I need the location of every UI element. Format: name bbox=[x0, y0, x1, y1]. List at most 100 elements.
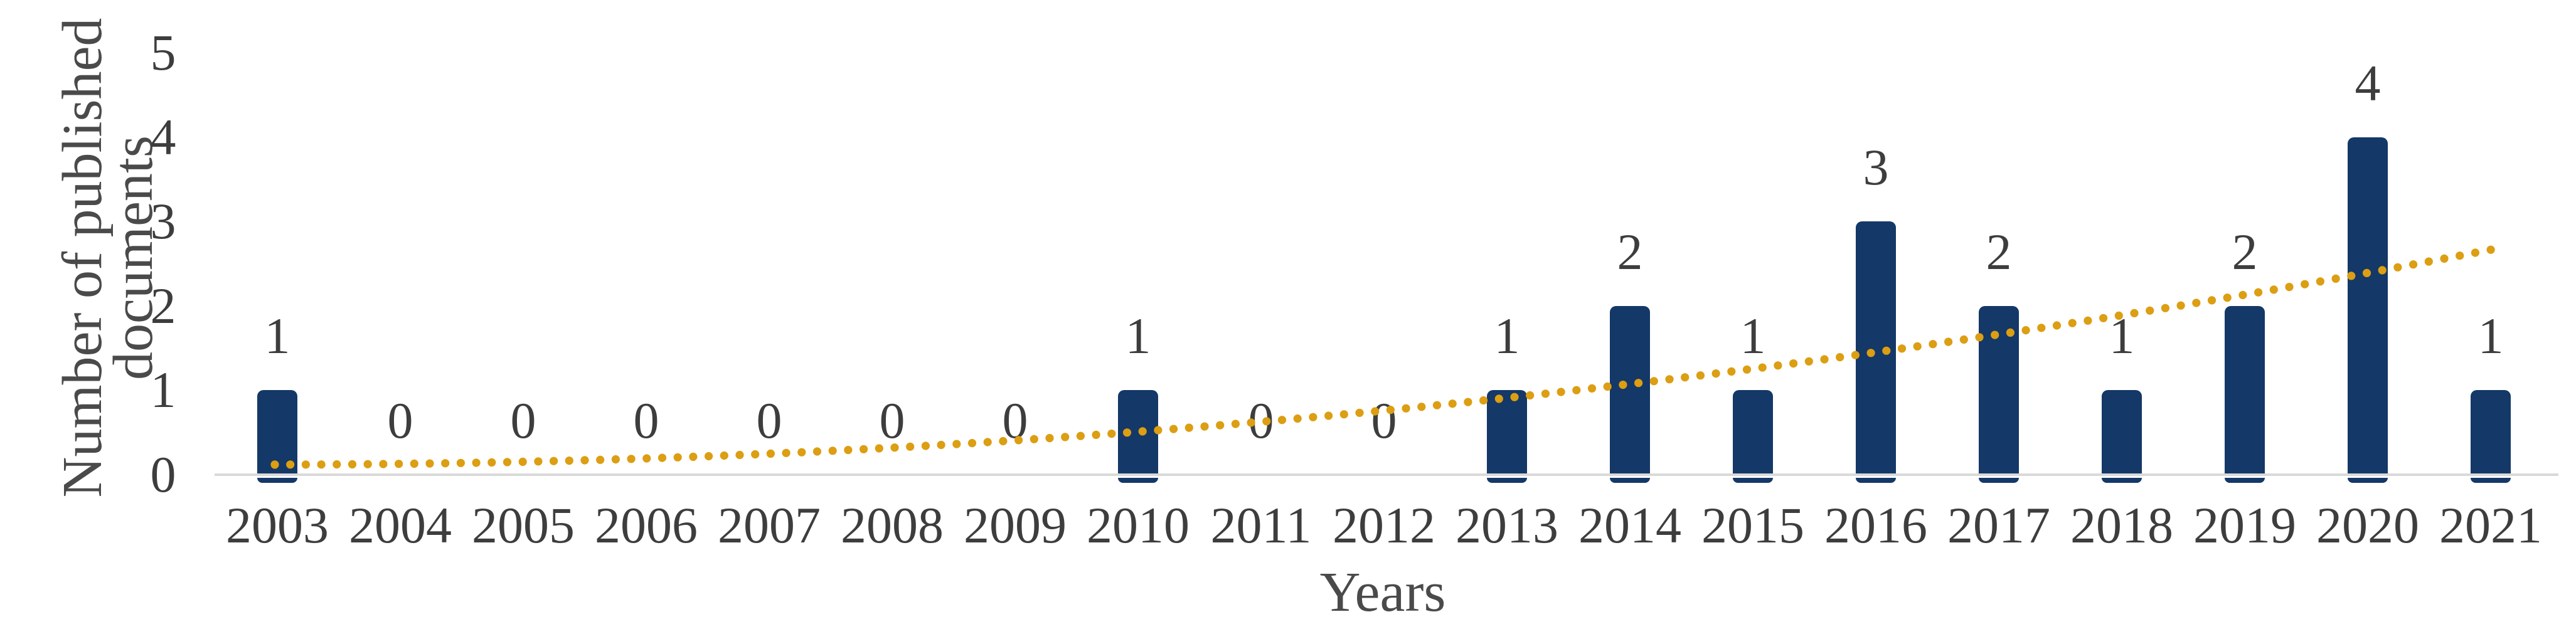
trendline-dot bbox=[286, 460, 295, 469]
trendline-dot bbox=[1339, 410, 1348, 419]
trendline-dot bbox=[1727, 367, 1736, 376]
bar-2014 bbox=[1610, 305, 1650, 473]
trendline-dot bbox=[2440, 254, 2449, 263]
x-tick-label-2009: 2009 bbox=[964, 497, 1067, 554]
trendline-dot bbox=[1277, 416, 1287, 425]
trendline-dot bbox=[1882, 346, 1891, 355]
trendline-dot bbox=[270, 460, 279, 469]
data-label-2015: 1 bbox=[1740, 307, 1766, 365]
bar-2003 bbox=[257, 390, 297, 473]
trendline-dot bbox=[1293, 414, 1302, 423]
trendline-dot bbox=[1107, 430, 1116, 438]
x-tick-label-2017: 2017 bbox=[1947, 497, 2050, 554]
trendline-dot bbox=[1557, 388, 1565, 396]
trendline-dot bbox=[410, 459, 418, 468]
trendline-dot bbox=[456, 458, 466, 467]
x-tick-label-2013: 2013 bbox=[1456, 497, 1558, 554]
trendline-dot bbox=[2362, 268, 2371, 277]
trendline-dot bbox=[1804, 357, 1813, 366]
trendline-dot bbox=[1184, 423, 1193, 432]
trendline-dot bbox=[2068, 319, 2077, 327]
trendline-dot bbox=[348, 460, 357, 469]
trendline-dot bbox=[1711, 369, 1720, 378]
data-label-2010: 1 bbox=[1125, 307, 1151, 365]
y-tick-label-3: 3 bbox=[150, 193, 176, 250]
data-label-2006: 0 bbox=[633, 392, 659, 449]
bar-2018 bbox=[2102, 390, 2142, 473]
trendline-dot bbox=[565, 457, 573, 465]
trendline-dot bbox=[2037, 324, 2046, 332]
trendline-dot bbox=[937, 440, 945, 450]
trendline-dot bbox=[1355, 408, 1364, 417]
trendline-dot bbox=[611, 455, 620, 464]
trendline-dot bbox=[1386, 406, 1395, 415]
trendline-dot bbox=[2471, 248, 2479, 257]
trendline-dot bbox=[1665, 375, 1674, 384]
trendline-dot bbox=[1014, 436, 1023, 445]
bar-2021 bbox=[2471, 390, 2511, 473]
trendline-dot bbox=[844, 446, 853, 455]
data-label-2007: 0 bbox=[756, 392, 782, 449]
trendline-dot bbox=[2393, 263, 2402, 272]
x-tick-label-2003: 2003 bbox=[226, 497, 329, 554]
bar-2015 bbox=[1733, 390, 1773, 473]
trendline-dot bbox=[1309, 413, 1317, 421]
bar-foot-2016 bbox=[1856, 478, 1896, 483]
trendline-dot bbox=[1247, 418, 1255, 427]
x-axis-title: Years bbox=[1319, 561, 1446, 623]
data-label-2004: 0 bbox=[387, 392, 413, 449]
x-tick-label-2014: 2014 bbox=[1578, 497, 1681, 554]
x-tick-label-2020: 2020 bbox=[2316, 497, 2419, 554]
bar-foot-2003 bbox=[257, 478, 297, 483]
trendline-dot bbox=[395, 460, 403, 468]
x-tick-label-2010: 2010 bbox=[1087, 497, 1190, 554]
trendline-dot bbox=[2114, 311, 2123, 320]
trendline-dot bbox=[627, 455, 636, 463]
trendline-dot bbox=[2130, 309, 2139, 317]
trendline-dot bbox=[983, 438, 992, 446]
trendline-dot bbox=[1929, 340, 1937, 349]
bar-2013 bbox=[1487, 390, 1527, 473]
trendline-dot bbox=[1944, 337, 1953, 346]
trendline-dot bbox=[1959, 335, 1968, 344]
x-tick-label-2012: 2012 bbox=[1333, 497, 1435, 554]
trendline-dot bbox=[1417, 403, 1426, 411]
trendline-dot bbox=[2254, 288, 2263, 297]
trendline-dot bbox=[1154, 426, 1163, 435]
trendline-dot bbox=[1774, 361, 1782, 370]
x-tick-label-2005: 2005 bbox=[472, 497, 575, 554]
bar-foot-2014 bbox=[1610, 478, 1650, 483]
trendline-dot bbox=[782, 448, 790, 457]
trendline-dot bbox=[2238, 290, 2247, 300]
x-tick-label-2011: 2011 bbox=[1210, 497, 1312, 554]
trendline-dot bbox=[1603, 382, 1612, 391]
trendline-dot bbox=[2099, 314, 2108, 322]
y-tick-label-4: 4 bbox=[150, 108, 176, 166]
trendline-dot bbox=[2301, 280, 2309, 288]
trendline-dot bbox=[967, 439, 977, 448]
trendline-dot bbox=[1262, 417, 1271, 426]
trendline-dot bbox=[673, 453, 682, 462]
trendline-dot bbox=[2316, 277, 2324, 286]
trendline-dot bbox=[2146, 306, 2154, 315]
trendline-dot bbox=[1758, 363, 1767, 372]
trendline-dot bbox=[828, 446, 837, 455]
x-tick-label-2016: 2016 bbox=[1824, 497, 1927, 554]
trendline-dot bbox=[1587, 384, 1597, 393]
trendline-dot bbox=[642, 454, 651, 463]
trendline-dot bbox=[797, 448, 806, 457]
trendline-dot bbox=[1789, 359, 1798, 368]
x-tick-label-2004: 2004 bbox=[349, 497, 452, 554]
trendline-dot bbox=[1619, 381, 1627, 389]
trendline-dot bbox=[518, 457, 527, 467]
data-label-2013: 1 bbox=[1494, 307, 1520, 365]
trendline-dot bbox=[1092, 430, 1100, 440]
x-tick-label-2015: 2015 bbox=[1701, 497, 1804, 554]
trendline-dot bbox=[720, 451, 728, 460]
trendline-dot bbox=[1572, 386, 1581, 394]
trendline-dot bbox=[1122, 428, 1132, 437]
trendline-dot bbox=[1402, 404, 1410, 413]
trendline-dot bbox=[441, 459, 450, 468]
trendline-dot bbox=[921, 441, 930, 450]
trendline-dot bbox=[890, 443, 899, 452]
